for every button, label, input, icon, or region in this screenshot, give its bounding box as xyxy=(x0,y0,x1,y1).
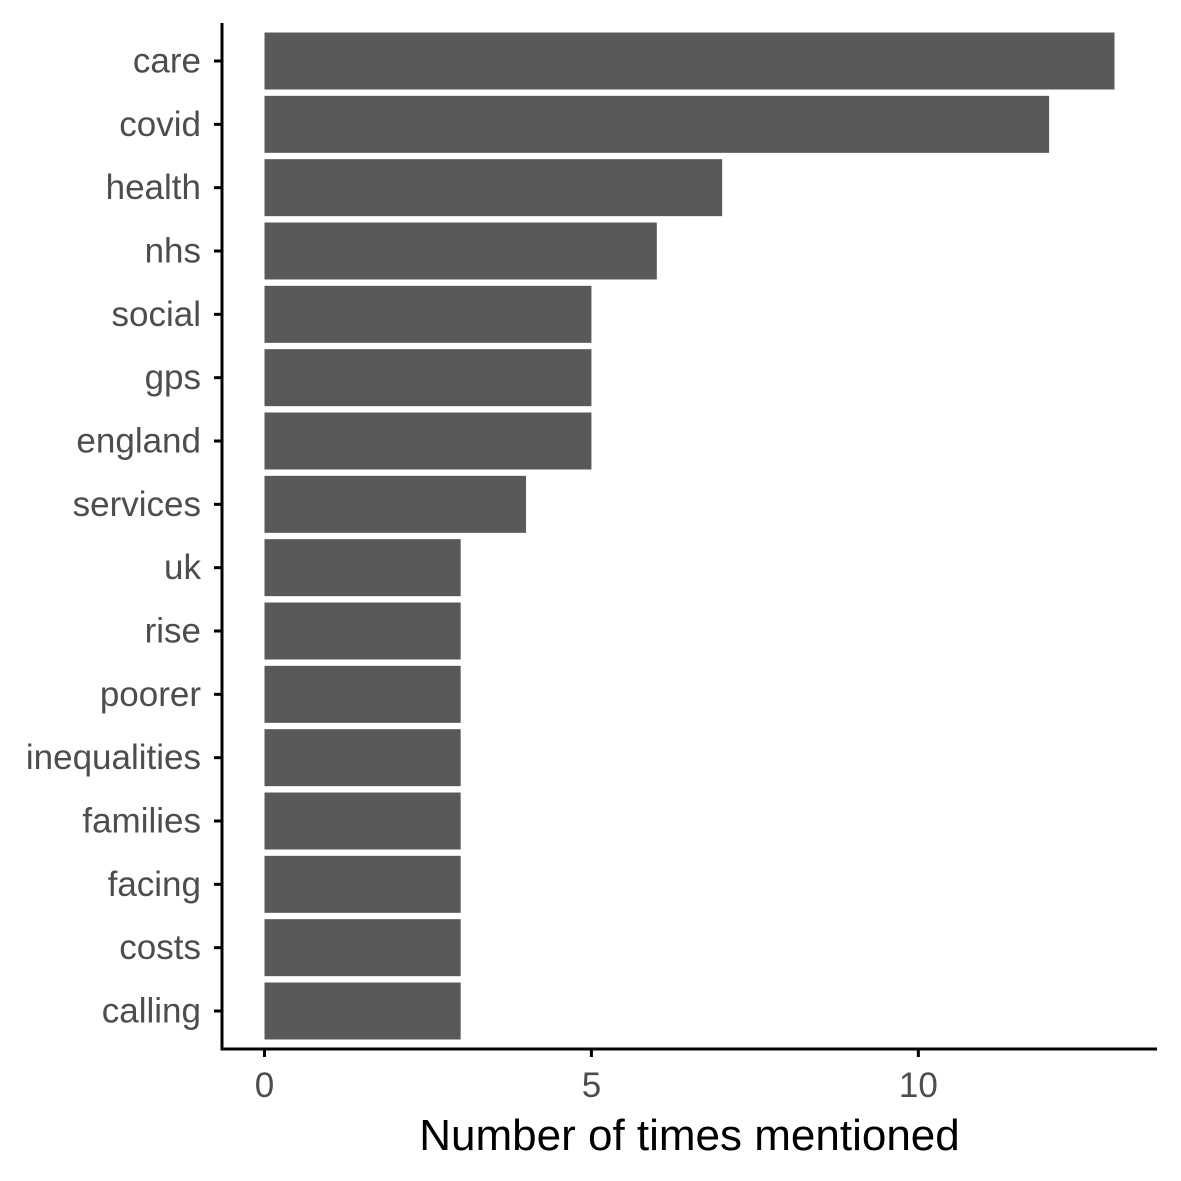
x-tick-label: 10 xyxy=(899,1066,938,1105)
y-tick-label: poorer xyxy=(100,675,202,714)
bar-facing xyxy=(264,855,461,913)
x-tick-label: 5 xyxy=(582,1066,601,1105)
y-tick-label: costs xyxy=(119,928,201,967)
y-tick-label: services xyxy=(73,485,201,524)
y-tick-label: facing xyxy=(108,865,201,904)
y-tick-label: health xyxy=(106,168,201,207)
bar-rise xyxy=(264,602,461,660)
bar-social xyxy=(264,285,592,343)
x-axis-ticks: 0 5 10 xyxy=(255,1049,938,1105)
bar-calling xyxy=(264,982,461,1040)
bar-poorer xyxy=(264,665,461,723)
y-tick-label: gps xyxy=(145,358,201,397)
x-tick-label: 0 xyxy=(255,1066,274,1105)
y-tick-label: covid xyxy=(119,105,201,144)
bar-inequalities xyxy=(264,729,461,787)
bars-layer xyxy=(264,32,1115,1040)
bar-nhs xyxy=(264,222,657,280)
bar-costs xyxy=(264,919,461,977)
bar-uk xyxy=(264,539,461,597)
x-axis-title: Number of times mentioned xyxy=(419,1111,959,1160)
y-axis-ticks: care covid health nhs social gps england servic… xyxy=(26,42,222,1031)
y-tick-label: families xyxy=(82,802,201,841)
y-tick-label: nhs xyxy=(145,232,201,271)
y-tick-label: uk xyxy=(164,548,201,587)
y-tick-label: rise xyxy=(145,612,201,651)
bar-health xyxy=(264,159,723,217)
y-tick-label: social xyxy=(112,295,201,334)
y-tick-label: inequalities xyxy=(26,738,201,777)
bar-families xyxy=(264,792,461,850)
bar-covid xyxy=(264,95,1050,153)
y-tick-label: care xyxy=(133,42,201,81)
bar-services xyxy=(264,475,527,533)
y-tick-label: calling xyxy=(102,992,201,1031)
bar-gps xyxy=(264,349,592,407)
bar-england xyxy=(264,412,592,470)
bar-care xyxy=(264,32,1115,90)
y-tick-label: england xyxy=(76,422,201,461)
